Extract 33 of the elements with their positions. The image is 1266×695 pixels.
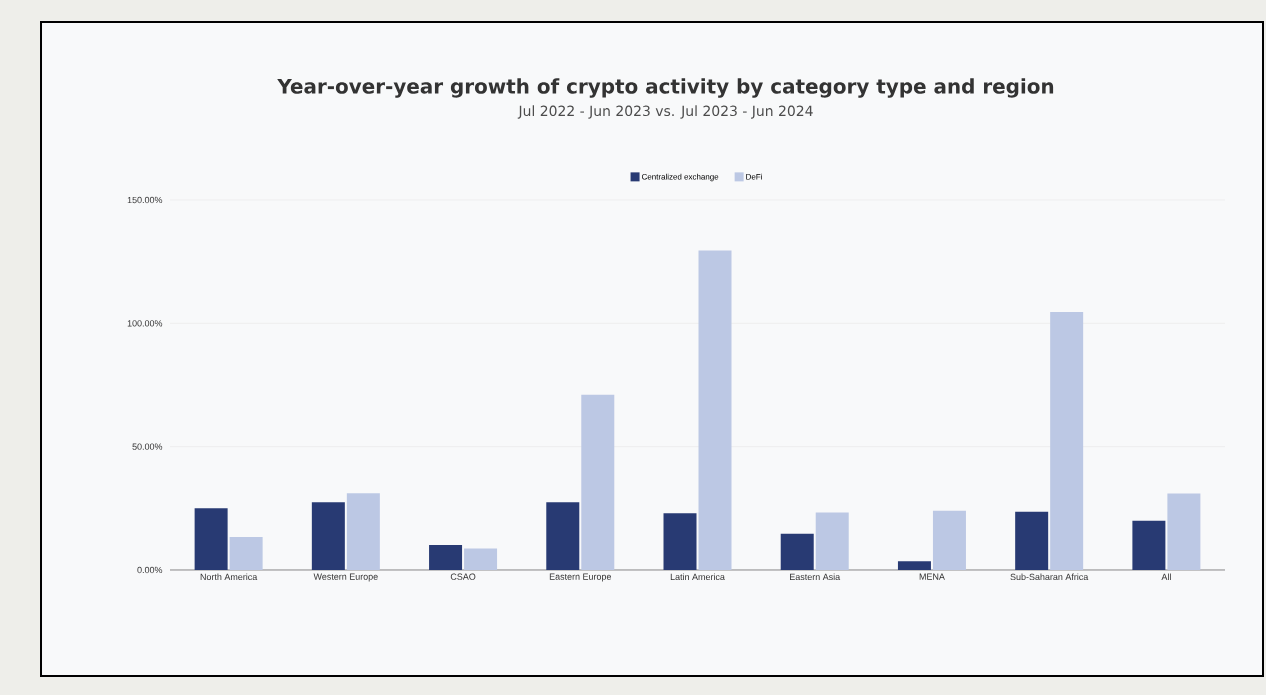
chart-subtitle: Jul 2022 - Jun 2023 vs. Jul 2023 - Jun 2024	[517, 105, 813, 119]
bar	[346, 493, 380, 570]
bar	[663, 513, 697, 570]
bar	[897, 561, 931, 570]
bar	[229, 536, 263, 570]
y-tick-label: 50.00%	[132, 443, 163, 450]
bar	[546, 502, 580, 570]
x-tick-label: Eastern Europe	[549, 573, 612, 582]
bar	[780, 533, 814, 570]
bar	[581, 394, 615, 570]
bar	[429, 545, 463, 570]
bar	[194, 508, 228, 570]
y-tick-label: 0.00%	[137, 566, 163, 574]
x-tick-label: CSAO	[450, 573, 476, 580]
bar	[815, 512, 849, 570]
x-tick-label: North America	[200, 573, 258, 581]
bar	[1132, 520, 1166, 570]
bar	[311, 502, 345, 570]
y-tick-label: 100.00%	[127, 320, 163, 327]
x-tick-label: MENA	[919, 573, 945, 580]
bar	[1015, 511, 1049, 570]
bar	[932, 510, 966, 570]
x-tick-label: Western Europe	[313, 573, 378, 582]
bar	[1050, 311, 1084, 570]
bar	[464, 548, 498, 570]
y-tick-label: 150.00%	[127, 196, 163, 204]
x-tick-label: Eastern Asia	[790, 573, 841, 581]
bar	[698, 250, 732, 570]
x-tick-label: Sub-Saharan Africa	[1010, 573, 1089, 581]
x-tick-label: Latin America	[670, 573, 725, 581]
x-tick-label: All	[1161, 573, 1171, 580]
bar	[1167, 493, 1201, 570]
chart-title: Year-over-year growth of crypto activity by category type and region	[277, 78, 1054, 98]
